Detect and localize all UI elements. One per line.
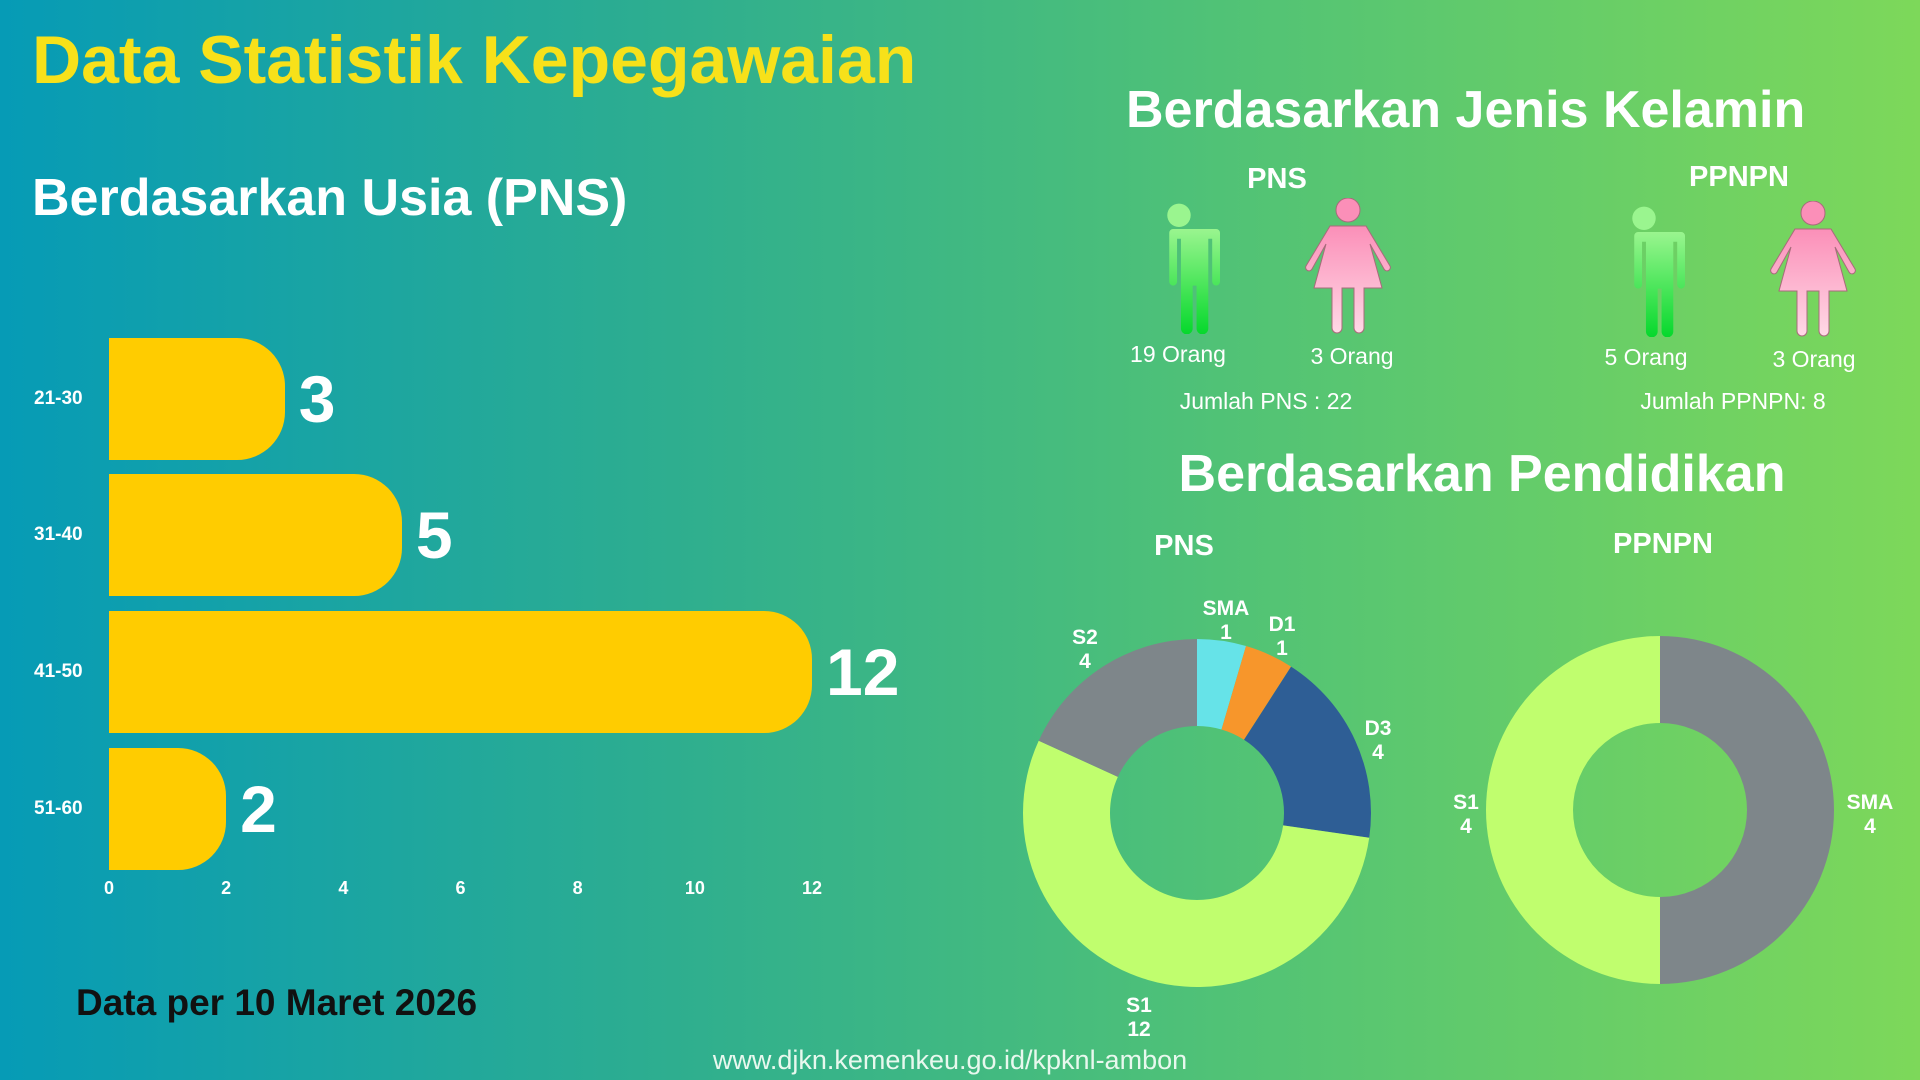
gender-heading: Berdasarkan Jenis Kelamin bbox=[1126, 81, 1806, 139]
footer-url[interactable]: www.djkn.kemenkeu.go.id/kpknl-ambon bbox=[712, 1045, 1188, 1075]
donut-data-label: S2 4 bbox=[1072, 626, 1098, 673]
bar-value-label: 5 bbox=[415, 498, 453, 572]
x-tick-label: 12 bbox=[801, 878, 823, 898]
donut-data-label: S1 4 bbox=[1453, 791, 1479, 838]
donut-slice-sma bbox=[1660, 636, 1834, 984]
age-chart-title: Berdasarkan Usia (PNS) bbox=[32, 169, 628, 227]
pns-total: Jumlah PNS : 22 bbox=[1179, 388, 1353, 414]
donut-data-label: S1 12 bbox=[1126, 994, 1152, 1041]
pns-male-count: 19 Orang bbox=[1130, 341, 1226, 367]
x-tick-label: 2 bbox=[221, 878, 232, 898]
gender-pns-label: PNS bbox=[1247, 163, 1307, 195]
ppnpn-total: Jumlah PPNPN: 8 bbox=[1640, 388, 1826, 414]
donut-slice-d1 bbox=[1221, 646, 1292, 740]
donut-slice-sma bbox=[1197, 639, 1247, 730]
ppnpn-male-count: 5 Orang bbox=[1604, 344, 1688, 370]
donut-slice-d3 bbox=[1244, 666, 1371, 838]
bar-value-label: 2 bbox=[240, 772, 277, 846]
x-tick-label: 8 bbox=[572, 878, 583, 898]
education-heading: Berdasarkan Pendidikan bbox=[1178, 445, 1786, 503]
donut-data-label: SMA 4 bbox=[1846, 791, 1894, 838]
bar-category-label: 51-60 bbox=[34, 798, 83, 819]
x-tick-label: 6 bbox=[455, 878, 466, 898]
gender-ppnpn-label: PPNPN bbox=[1689, 161, 1789, 193]
bar-value-label: 3 bbox=[298, 362, 336, 436]
bar-31-40 bbox=[109, 474, 402, 596]
x-tick-label: 10 bbox=[684, 878, 705, 898]
pns-female-count: 3 Orang bbox=[1310, 343, 1394, 369]
x-tick-label: 4 bbox=[338, 878, 349, 898]
edu-pns-label: PNS bbox=[1154, 530, 1214, 562]
donut-slice-s2 bbox=[1038, 639, 1197, 777]
page-title: Data Statistik Kepegawaian bbox=[32, 22, 917, 98]
donut-slice-s1 bbox=[1023, 740, 1370, 987]
donut-data-label: D3 4 bbox=[1364, 717, 1392, 764]
donut-slice-s1 bbox=[1486, 636, 1660, 984]
bar-category-label: 41-50 bbox=[34, 661, 83, 682]
donut-data-label: D1 1 bbox=[1268, 613, 1296, 660]
edu-ppnpn-label: PPNPN bbox=[1613, 528, 1713, 560]
bar-21-30 bbox=[109, 338, 285, 460]
bar-category-label: 21-30 bbox=[34, 388, 83, 409]
bar-category-label: 31-40 bbox=[34, 524, 83, 545]
donut-data-label: SMA 1 bbox=[1202, 597, 1250, 644]
ppnpn-female-count: 3 Orang bbox=[1772, 346, 1856, 372]
date-note: Data per 10 Maret 2026 bbox=[76, 982, 478, 1023]
bar-51-60 bbox=[109, 748, 227, 870]
bar-value-label: 12 bbox=[826, 635, 900, 709]
bar-41-50 bbox=[109, 611, 812, 733]
x-tick-label: 0 bbox=[103, 878, 115, 898]
